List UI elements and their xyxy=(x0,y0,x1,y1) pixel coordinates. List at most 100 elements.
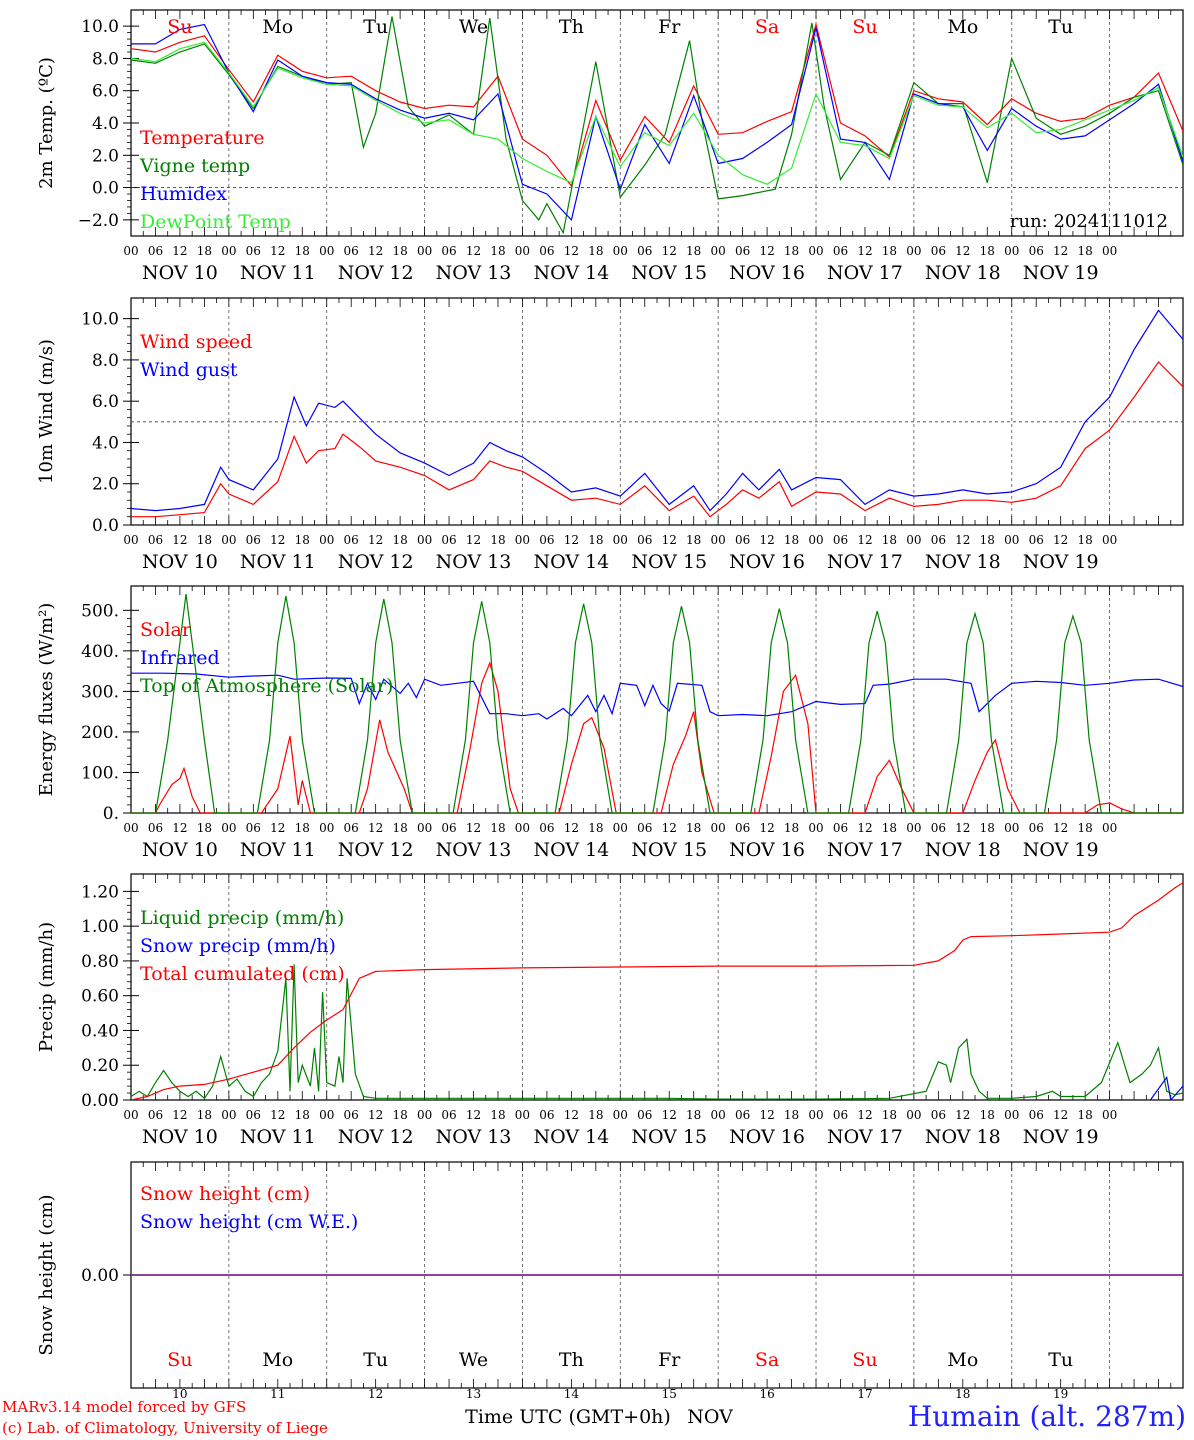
x-hour-label: 06 xyxy=(539,244,554,258)
x-hour-label: 00 xyxy=(417,821,432,835)
series-line-dewpoint-temp xyxy=(131,41,1183,185)
x-hour-label: 12 xyxy=(662,1108,677,1122)
weekday-label: Mo xyxy=(947,16,978,38)
x-hour-label: 12 xyxy=(564,821,579,835)
x-hour-label: 18 xyxy=(295,1108,310,1122)
x-hour-label: 00 xyxy=(808,821,823,835)
x-hour-label: 18 xyxy=(1077,1108,1092,1122)
x-hour-label: 12 xyxy=(466,533,481,547)
y-tick-label: 10.0 xyxy=(81,310,119,330)
date-label: NOV 17 xyxy=(827,1126,903,1148)
legend-entry: Total cumulated (cm) xyxy=(140,963,345,985)
x-hour-label: 18 xyxy=(686,1108,701,1122)
y-axis-label: Energy fluxes (W/m²) xyxy=(36,603,57,797)
date-label: NOV 15 xyxy=(631,839,707,861)
x-hour-label: 00 xyxy=(123,821,138,835)
x-hour-label: 06 xyxy=(735,244,750,258)
date-label: NOV 12 xyxy=(338,839,414,861)
x-hour-label: 00 xyxy=(906,533,921,547)
date-label: NOV 18 xyxy=(925,262,1001,284)
panel-energy: 0. 100. 200. 300. 400. 500. Energy fluxes (W/m… xyxy=(36,585,1184,861)
day-number-label: 17 xyxy=(857,1387,872,1401)
x-hour-label: 06 xyxy=(833,821,848,835)
x-hour-label: 00 xyxy=(1102,244,1117,258)
weekday-label: Mo xyxy=(262,16,293,38)
x-hour-label: 06 xyxy=(148,1108,163,1122)
date-label: NOV 18 xyxy=(925,551,1001,573)
date-label: NOV 10 xyxy=(142,1126,218,1148)
y-axis-label: Snow height (cm) xyxy=(36,1194,57,1355)
x-hour-label: 12 xyxy=(955,821,970,835)
date-label: NOV 17 xyxy=(827,262,903,284)
date-label: NOV 12 xyxy=(338,551,414,573)
x-hour-label: 06 xyxy=(637,244,652,258)
x-hour-label: 18 xyxy=(295,821,310,835)
x-hour-label: 18 xyxy=(980,821,995,835)
x-hour-label: 06 xyxy=(637,821,652,835)
x-hour-label: 18 xyxy=(392,821,407,835)
day-number-label: 15 xyxy=(662,1387,677,1401)
x-hour-label: 06 xyxy=(246,1108,261,1122)
x-hour-label: 12 xyxy=(1053,1108,1068,1122)
x-hour-label: 18 xyxy=(784,533,799,547)
day-number-label: 11 xyxy=(270,1387,285,1401)
x-hour-label: 06 xyxy=(1029,1108,1044,1122)
x-hour-label: 12 xyxy=(662,821,677,835)
x-hour-label: 12 xyxy=(172,533,187,547)
legend-entry: Wind gust xyxy=(140,359,238,381)
day-number-label: 12 xyxy=(368,1387,383,1401)
x-hour-label: 12 xyxy=(955,533,970,547)
series-line-infrared xyxy=(131,672,1183,720)
y-tick-label: 0.40 xyxy=(81,1021,119,1041)
y-tick-label: 0.00 xyxy=(81,1266,119,1286)
x-hour-label: 06 xyxy=(246,244,261,258)
x-hour-label: 12 xyxy=(662,244,677,258)
legend-entry: Wind speed xyxy=(140,331,252,353)
x-axis-label: Time UTC (GMT+0h) xyxy=(465,1406,671,1428)
x-hour-label: 12 xyxy=(466,1108,481,1122)
series-line-total-cumulated-cm- xyxy=(131,882,1183,1100)
x-hour-label: 06 xyxy=(637,533,652,547)
plot-frame xyxy=(130,9,1184,237)
date-label: NOV 14 xyxy=(533,551,609,573)
weekday-label: We xyxy=(459,1349,488,1371)
date-label: NOV 10 xyxy=(142,839,218,861)
series-line-solar xyxy=(131,661,1183,813)
date-label: NOV 11 xyxy=(240,551,316,573)
x-hour-label: 18 xyxy=(197,821,212,835)
weekday-label: Tu xyxy=(1048,16,1073,38)
x-hour-label: 00 xyxy=(1102,821,1117,835)
x-hour-label: 00 xyxy=(515,533,530,547)
y-tick-label: 500. xyxy=(81,601,119,621)
x-hour-label: 18 xyxy=(197,533,212,547)
lab-credit: (c) Lab. of Climatology, University of L… xyxy=(2,1419,328,1437)
date-label: NOV 12 xyxy=(338,262,414,284)
series-line-humidex xyxy=(131,23,1183,222)
x-hour-label: 00 xyxy=(221,821,236,835)
x-hour-label: 12 xyxy=(172,244,187,258)
weekday-label: Tu xyxy=(1048,1349,1073,1371)
weekday-label: Mo xyxy=(947,1349,978,1371)
legend-entry: Humidex xyxy=(140,183,227,205)
x-hour-label: 12 xyxy=(955,1108,970,1122)
legend-entry: Solar xyxy=(140,619,192,641)
x-hour-label: 18 xyxy=(882,533,897,547)
x-hour-label: 18 xyxy=(686,244,701,258)
day-number-label: 10 xyxy=(172,1387,187,1401)
x-hour-label: 00 xyxy=(711,821,726,835)
x-hour-label: 00 xyxy=(123,244,138,258)
x-hour-label: 12 xyxy=(172,1108,187,1122)
weekday-label: Su xyxy=(167,16,192,38)
date-label: NOV 13 xyxy=(436,551,512,573)
x-hour-label: 06 xyxy=(148,533,163,547)
x-hour-label: 06 xyxy=(246,533,261,547)
plot-frame xyxy=(130,297,1184,526)
x-hour-label: 18 xyxy=(784,821,799,835)
x-hour-label: 18 xyxy=(686,821,701,835)
series-line-wind-gust xyxy=(131,309,1183,512)
x-hour-label: 06 xyxy=(833,533,848,547)
x-hour-label: 18 xyxy=(1077,244,1092,258)
x-hour-label: 12 xyxy=(270,533,285,547)
x-hour-label: 18 xyxy=(588,244,603,258)
